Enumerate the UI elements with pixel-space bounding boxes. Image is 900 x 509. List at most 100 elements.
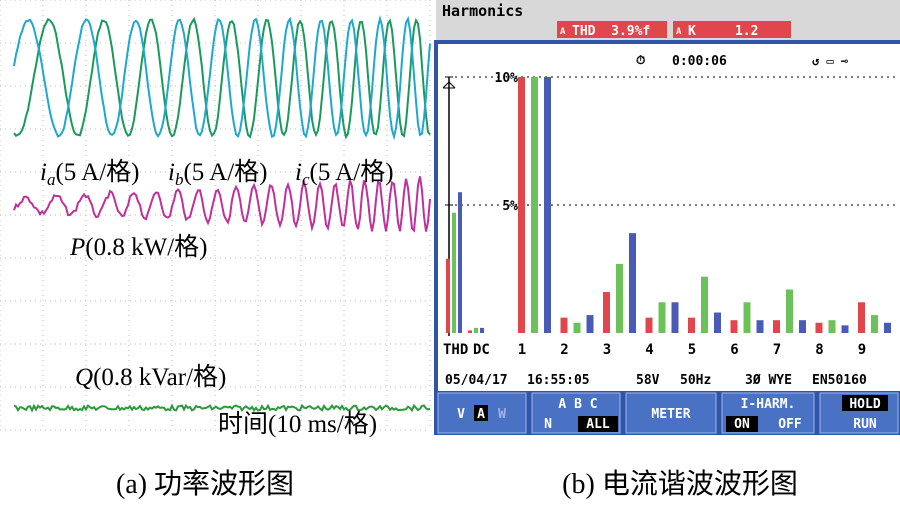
- softkey-selected: [726, 416, 758, 432]
- x-tick-label: 4: [645, 342, 653, 358]
- bar: [756, 320, 764, 333]
- timer: 0:00:06: [672, 54, 727, 69]
- status-text: 50Hz: [680, 373, 711, 388]
- softkey-label: ON: [734, 417, 750, 432]
- analyzer-screen: [438, 44, 900, 391]
- x-tick-label: 7: [773, 342, 781, 358]
- reactive-label-scale: (0.8 kVar/格): [93, 363, 226, 391]
- x-tick-label: 5: [688, 342, 696, 358]
- x-tick-label: 8: [815, 342, 823, 358]
- bar: [671, 302, 679, 333]
- softkeys: V A W A B C N ALL METER I-HARM. ON OFF HOLD RUN: [437, 392, 899, 434]
- current-label: ib(5 A/格): [168, 158, 267, 189]
- analyzer-title: Harmonics: [442, 2, 523, 20]
- bar: [446, 258, 450, 333]
- k-box: [673, 21, 791, 38]
- bar: [799, 320, 806, 333]
- axis-cursor: [442, 81, 456, 89]
- status-icons: ↺ ▭ ⊸: [812, 54, 848, 68]
- current-label-symbol: i: [168, 159, 175, 186]
- current-label-scale: (5 A/格): [183, 158, 267, 186]
- current-wave-b: [13, 14, 431, 141]
- y-tick-label: 5%: [502, 199, 518, 214]
- bar: [586, 315, 594, 333]
- softkey-label: HOLD: [849, 397, 880, 412]
- status-text: 58V: [636, 373, 660, 388]
- reactive-wave: [13, 403, 431, 413]
- current-label-sub: a: [47, 170, 56, 189]
- caption: (b) 电流谐波波形图: [562, 468, 798, 500]
- bar: [688, 317, 695, 333]
- k-text: K 1.2: [688, 24, 758, 39]
- power-label-scale: (0.8 kW/格): [85, 233, 207, 261]
- bar: [658, 302, 666, 333]
- x-tick-label: 6: [730, 342, 738, 358]
- softkey-label: A: [477, 407, 485, 422]
- bar: [560, 317, 568, 333]
- current-label-symbol: i: [40, 159, 47, 186]
- time-label: 时间(10 ms/格): [218, 410, 377, 438]
- analyzer-header: [436, 0, 900, 40]
- bar: [603, 292, 610, 333]
- waveforms: ia(5 A/格) ib(5 A/格) ic(5 A/格)P(0.8 kW/格)Q(…: [13, 14, 431, 438]
- status-text: EN50160: [812, 373, 867, 388]
- softkey-label: METER: [651, 407, 690, 422]
- softkey-label: OFF: [778, 417, 802, 432]
- bar: [458, 192, 462, 333]
- bar: [773, 320, 780, 333]
- status-text: 16:55:05: [527, 373, 590, 388]
- power-label: P(0.8 kW/格): [69, 233, 207, 261]
- softkey-label: RUN: [853, 417, 877, 432]
- bar: [452, 212, 456, 333]
- bar: [871, 315, 878, 333]
- x-tick-label: THD: [443, 342, 468, 358]
- thd-text: THD 3.9%f: [572, 24, 650, 39]
- captions: (a) 功率波形图 (b) 电流谐波波形图: [116, 468, 798, 500]
- softkey-selected: [842, 395, 888, 411]
- x-tick-label: 3: [603, 342, 611, 358]
- bar: [544, 77, 551, 333]
- x-tick-label: DC: [473, 342, 490, 358]
- softkey-selected: [474, 405, 488, 421]
- power-wave: [13, 176, 431, 233]
- reactive-label-symbol: Q: [75, 364, 93, 391]
- harmonic-chart: 10% 5% THD DC 1 2 3 4 5 6 7 8 9: [443, 71, 898, 358]
- x-tick-label: 2: [560, 342, 568, 358]
- bar: [884, 322, 891, 333]
- y-tick-label: 10%: [495, 71, 519, 86]
- softkey-label: ALL: [586, 417, 610, 432]
- current-label-scale: (5 A/格): [310, 158, 394, 186]
- thd-box: [557, 21, 667, 38]
- x-tick-label: 9: [858, 342, 866, 358]
- bar: [474, 327, 478, 333]
- status-text: 3Ø WYE: [745, 373, 792, 388]
- current-label: ia(5 A/格): [40, 158, 139, 189]
- reactive-label: Q(0.8 kVar/格): [75, 363, 226, 391]
- bar: [531, 77, 538, 333]
- scope-grid: [0, 0, 431, 431]
- bar: [730, 320, 738, 333]
- power-label-symbol: P: [69, 234, 85, 261]
- softkey-label: W: [498, 407, 506, 422]
- status-text: 05/04/17: [445, 373, 508, 388]
- bar: [828, 320, 836, 333]
- bar: [714, 312, 721, 333]
- softkey: [625, 392, 717, 434]
- bar: [701, 276, 708, 333]
- bar: [858, 302, 865, 333]
- softkey-selected: [578, 416, 618, 432]
- bar: [468, 330, 472, 333]
- bar: [815, 322, 823, 333]
- current-label: ic(5 A/格): [295, 158, 394, 189]
- softkey-label: V: [457, 407, 465, 422]
- bar: [786, 289, 793, 333]
- bar: [573, 322, 581, 333]
- x-tick-label: 1: [518, 342, 526, 358]
- bar: [518, 77, 525, 333]
- bar: [616, 263, 623, 333]
- current-label-sub: b: [175, 170, 184, 189]
- current-label-sub: c: [302, 170, 310, 189]
- softkey-label: N: [544, 417, 552, 432]
